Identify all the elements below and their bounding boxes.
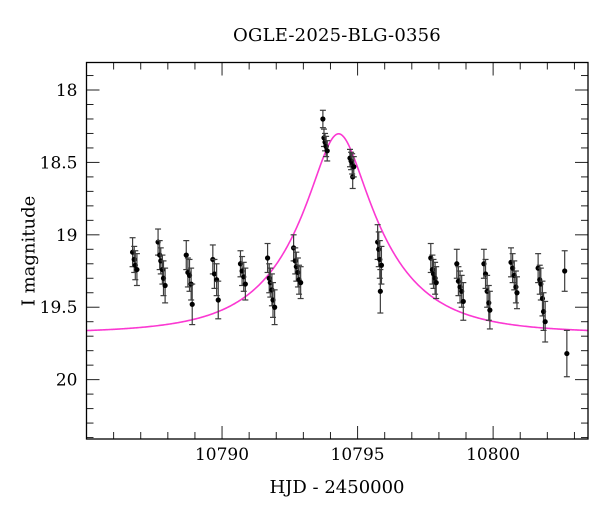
y-tick-label: 19.5 [40,298,78,318]
data-point [542,319,548,325]
data-point [134,266,140,273]
data-point [513,284,519,290]
data-point [131,256,137,263]
data-point [292,258,298,264]
x-axis-label: HJD - 2450000 [269,477,405,498]
data-point [183,252,189,258]
data-point [324,148,330,154]
x-tick-label: 10800 [466,445,520,465]
data-point [320,116,326,122]
data-point [295,269,301,276]
data-point [162,282,168,289]
data-point [298,280,304,286]
data-point [514,290,520,296]
data-point [242,281,248,287]
data-point [539,295,546,302]
data-point [264,255,271,261]
data-point [211,271,218,277]
y-tick-label: 18.5 [40,153,78,173]
data-point [272,304,278,310]
chart-title: OGLE-2025-BLG-0356 [233,25,441,46]
data-point [376,246,382,252]
data-point [351,164,357,170]
data-point [189,301,195,307]
x-tick-label: 10795 [331,445,385,465]
data-point [562,268,568,274]
data-point [215,297,221,303]
y-tick-label: 19 [56,226,78,246]
data-point [378,262,385,268]
data-point [564,350,570,357]
data-point [377,288,383,294]
data-point [486,300,492,306]
data-point [266,275,272,281]
data-point [454,261,460,267]
model-curve [86,133,588,332]
data-point [323,143,329,150]
y-tick-label: 18 [56,81,78,101]
data-point [433,280,439,286]
x-tick-label: 10790 [195,445,249,465]
data-point [487,307,493,313]
data-point [432,275,438,281]
y-tick-label: 20 [56,371,78,391]
data-point [429,266,435,273]
data-point [460,298,466,305]
plot-border [85,61,589,440]
